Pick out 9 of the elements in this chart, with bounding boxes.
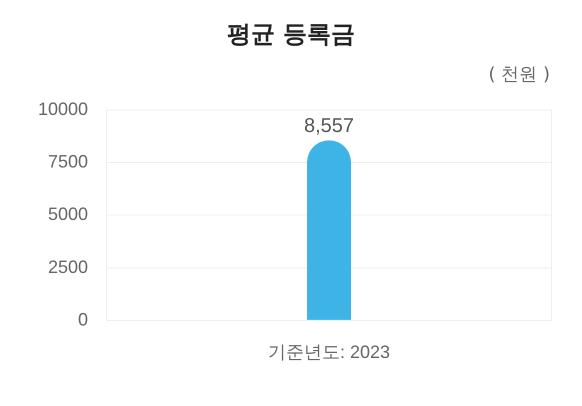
y-tick-label: 10000	[38, 98, 88, 119]
text: ( 천원 )	[488, 63, 550, 86]
y-tick-label: 7500	[48, 152, 88, 172]
y-tick-label: 5000	[48, 204, 88, 224]
chart-title: 평균 등록금	[226, 19, 356, 50]
y-tick-label: 0	[78, 309, 88, 330]
x-tick-label: 기준년도: 2023	[268, 342, 390, 362]
text: 8,557	[304, 114, 354, 137]
y-tick-label: 2500	[48, 256, 88, 277]
